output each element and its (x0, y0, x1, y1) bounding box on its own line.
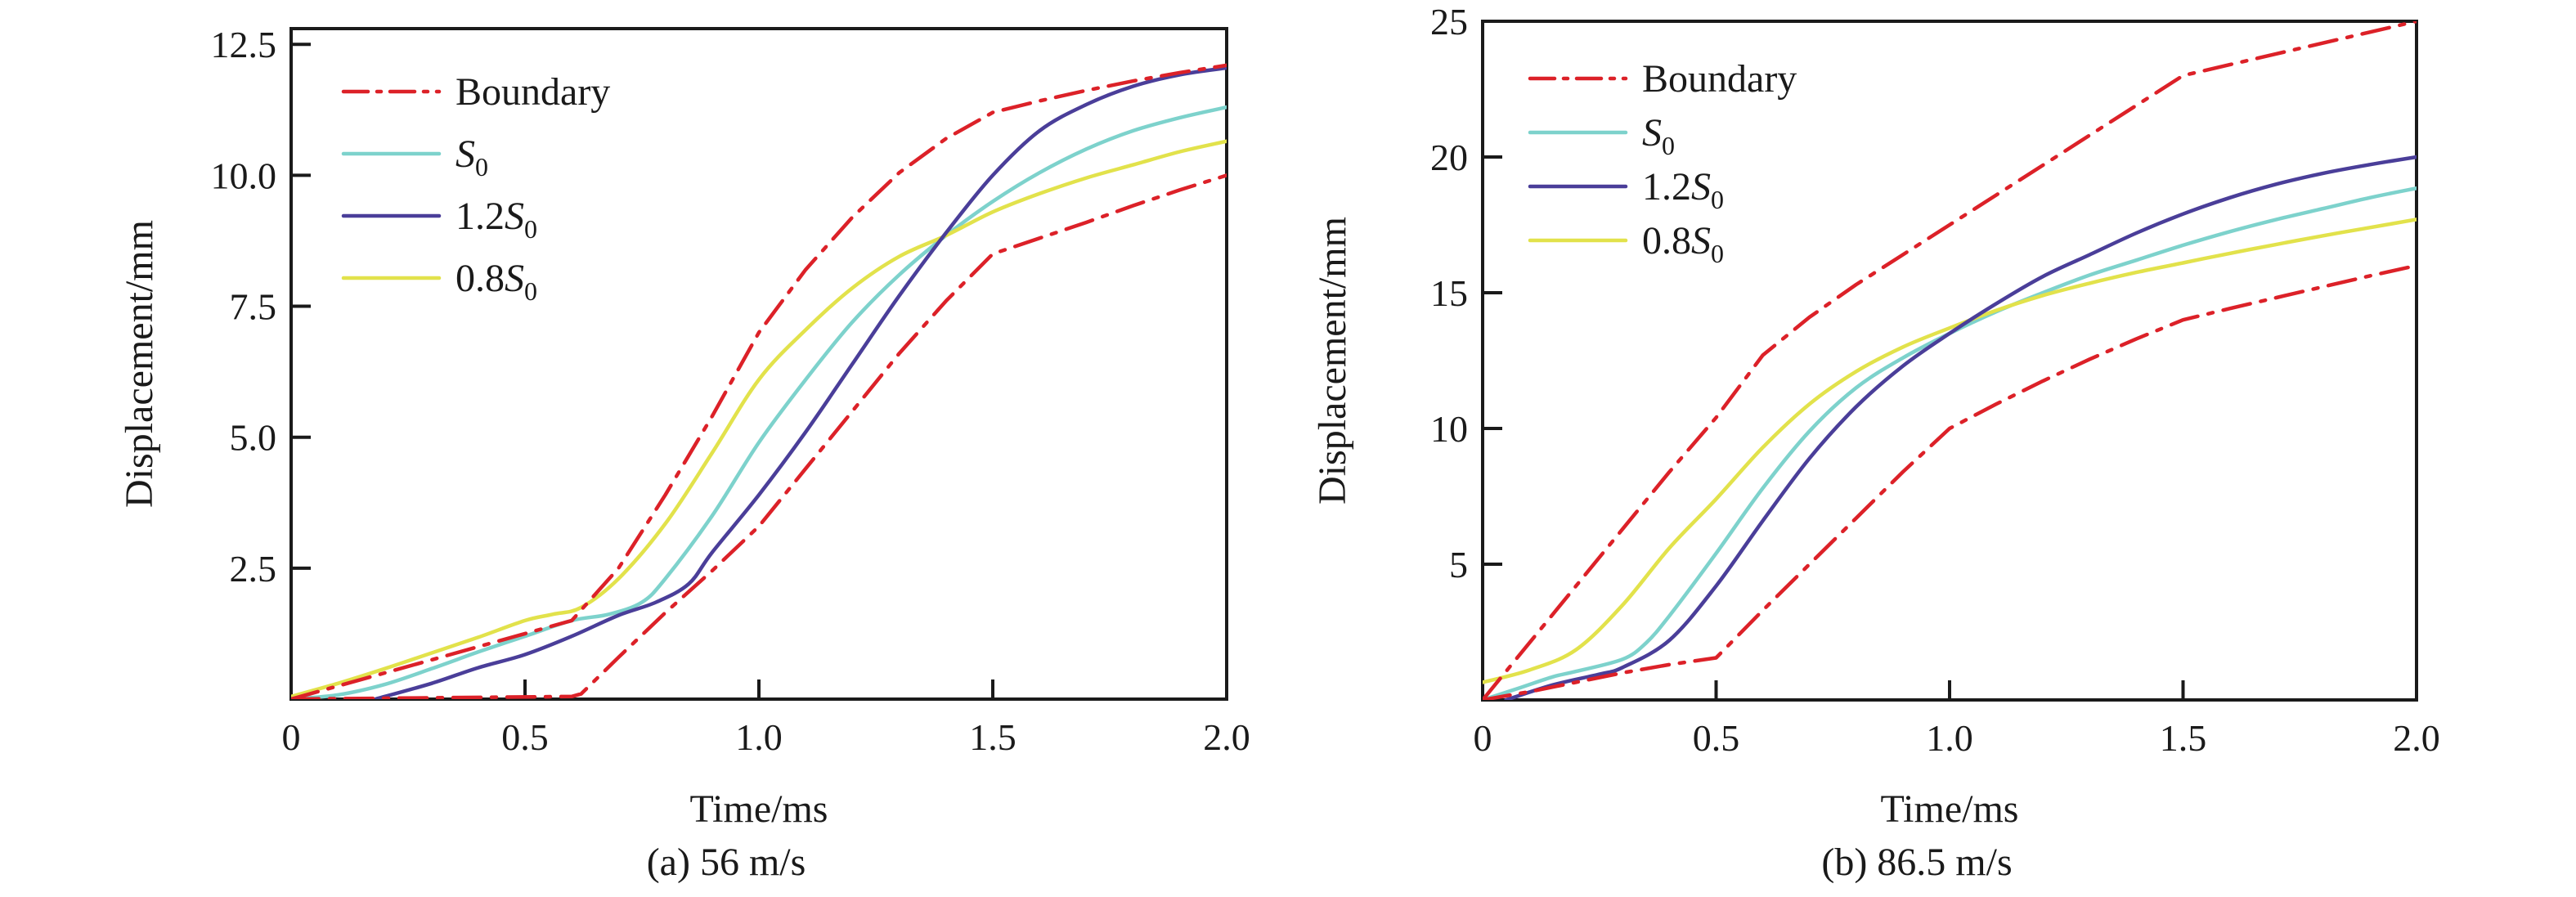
series-s0_8-path (291, 139, 1227, 699)
y-tick-label: 25 (1430, 1, 1468, 43)
y-tick-label: 12.5 (211, 24, 277, 65)
x-tick-label: 1.5 (2160, 717, 2207, 759)
series-boundary_lower-path (1483, 263, 2417, 700)
series-s1_2-path (1504, 155, 2417, 700)
series-group (1483, 21, 2417, 700)
y-tick-label: 10.0 (211, 155, 277, 196)
legend-label: 1.2S0 (1642, 165, 1724, 214)
x-tick-label: 0.5 (1693, 717, 1740, 759)
x-axis-label: Time/ms (1881, 787, 2019, 831)
series-s0-path (291, 105, 1227, 699)
chart-panel-b: 0 0.5 1.0 1.5 2.0 5 10 15 20 25 Time/ms Displacemen… (1288, 0, 2576, 897)
plot-frame (1481, 20, 2418, 702)
x-tick-label: 1.0 (735, 716, 783, 758)
legend-label: S0 (1642, 111, 1675, 160)
legend-label: 1.2S0 (456, 195, 537, 244)
y-tick-label: 5 (1449, 544, 1468, 585)
x-tick-label: 0 (282, 716, 301, 758)
y-tick-label: 2.5 (230, 548, 277, 590)
panel-caption: (b) 86.5 m/s (1821, 841, 2012, 884)
chart-b-plot: 0 0.5 1.0 1.5 2.0 5 10 15 20 25 Time/ms Displacemen… (1311, 1, 2440, 884)
y-axis-label: Displacement/mm (118, 220, 161, 508)
x-tick-label: 1.5 (969, 716, 1016, 758)
series-boundary_lower-path (291, 173, 1227, 699)
y-tick-label: 5.0 (230, 417, 277, 459)
x-tick-label: 0 (1474, 717, 1492, 759)
legend-label: 0.8S0 (456, 257, 537, 306)
x-axis-label: Time/ms (690, 787, 828, 831)
x-tick-label: 2.0 (1203, 716, 1250, 758)
series-s0-path (1483, 186, 2417, 700)
series-boundary_upper-path (291, 63, 1227, 699)
y-tick-label: 15 (1430, 272, 1468, 314)
legend-label: 0.8S0 (1642, 219, 1724, 268)
series-s1_2-path (373, 65, 1227, 699)
panel-caption: (a) 56 m/s (647, 841, 806, 884)
x-tick-label: 2.0 (2393, 717, 2440, 759)
plot-frame (289, 27, 1228, 701)
x-tick-label: 1.0 (1926, 717, 1973, 759)
chart-panel-a: 0 0.5 1.0 1.5 2.0 2.5 5.0 7.5 10.0 12.5 Time/ms Dis… (118, 24, 1250, 884)
chart-a-plot: 0 0.5 1.0 1.5 2.0 2.5 5.0 7.5 10.0 12.5 Time/ms Dis… (118, 24, 1250, 884)
series-s0_8-path (1483, 218, 2417, 684)
legend-label: Boundary (456, 70, 610, 114)
y-tick-label: 20 (1430, 137, 1468, 178)
legend-label: Boundary (1642, 57, 1797, 101)
y-tick-label: 10 (1430, 408, 1468, 450)
series-group (291, 63, 1227, 699)
y-tick-label: 7.5 (230, 286, 277, 328)
legend-label: S0 (456, 132, 488, 182)
series-boundary_upper-path (1483, 21, 2417, 700)
y-axis-label: Displacement/mm (1311, 217, 1354, 505)
x-tick-label: 0.5 (501, 716, 549, 758)
